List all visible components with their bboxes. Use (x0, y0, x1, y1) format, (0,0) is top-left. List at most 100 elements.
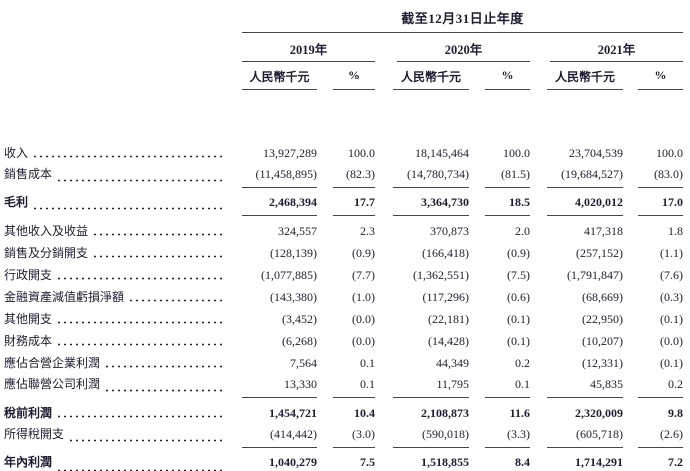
cell-amount-2019: (6,268) (282, 334, 317, 348)
row-label: 毛利 (4, 195, 29, 209)
pct-header-2019: % (333, 65, 375, 90)
cell-pct-2019: (0.0) (352, 312, 375, 326)
cell-amount-2020: 370,873 (430, 224, 469, 238)
cell-amount-2021: (10,207) (582, 334, 623, 348)
dotted-leader (56, 452, 226, 471)
cell-amount-2020: 18,145,464 (415, 146, 469, 160)
cell-amount-2021: (257,152) (576, 246, 623, 260)
cell-amount-2021: (12,331) (582, 356, 623, 370)
cell-pct-2020: 2.0 (515, 224, 530, 238)
table-row: 毛利 2,468,394 17.7 3,364,730 18.5 4,020,0… (0, 192, 690, 216)
cell-amount-2021: 45,835 (547, 374, 623, 398)
cell-pct-2019: 100.0 (348, 146, 375, 160)
year-header-2021: 2021年 (550, 36, 683, 62)
year-header-row: 2019年 2020年 2021年 (242, 36, 683, 62)
cell-pct-2021: (83.0) (638, 164, 683, 188)
row-label: 財務成本 (4, 334, 53, 348)
dotted-leader (92, 220, 226, 242)
cell-pct-2019: 0.1 (333, 374, 375, 398)
table-row: 所得稅開支 (414,442) (3.0) (590,018) (3.3) (6… (0, 424, 690, 448)
unit-header-2019: 人民幣千元 (242, 65, 317, 90)
cell-pct-2020: (7.5) (507, 268, 530, 282)
cell-pct-2020: 100.0 (503, 146, 530, 160)
row-label-wrap: 應佔聯營公司利潤 (0, 374, 232, 398)
cell-pct-2021: 100.0 (656, 146, 683, 160)
cell-amount-2020: (14,428) (428, 334, 469, 348)
cell-pct-2021: 1.8 (668, 224, 683, 238)
cell-pct-2019: (82.3) (333, 164, 375, 188)
row-label-wrap: 其他開支 (0, 308, 232, 330)
row-label-wrap: 毛利 (0, 192, 232, 216)
cell-pct-2020: (3.3) (485, 424, 530, 448)
cell-amount-2021: (68,669) (582, 290, 623, 304)
cell-amount-2020: 3,364,730 (393, 192, 469, 216)
cell-pct-2021: (7.6) (660, 268, 683, 282)
cell-amount-2021: 1,714,291 (547, 452, 623, 471)
row-label: 行政開支 (4, 268, 53, 282)
row-label-wrap: 年內利潤 (0, 452, 232, 471)
table-row: 應佔聯營公司利潤 13,330 0.1 11,795 0.1 45,835 0.… (0, 374, 690, 398)
cell-amount-2020: (166,418) (422, 246, 469, 260)
period-header-title: 截至12月31日止年度 (401, 11, 524, 26)
cell-amount-2020: (117,296) (422, 290, 469, 304)
dotted-leader (104, 352, 226, 374)
table-row: 稅前利潤 1,454,721 10.4 2,108,873 11.6 2,320… (0, 402, 690, 424)
unit-header-2021: 人民幣千元 (547, 65, 623, 90)
dotted-leader (56, 164, 226, 188)
unit-header-2020: 人民幣千元 (393, 65, 469, 90)
cell-amount-2020: 2,108,873 (421, 406, 469, 420)
pct-header-2020: % (485, 65, 530, 90)
row-label-wrap: 其他收入及收益 (0, 220, 232, 242)
cell-amount-2021: (19,684,527) (547, 164, 623, 188)
dotted-leader (56, 264, 226, 286)
cell-amount-2019: (128,139) (270, 246, 317, 260)
table-row: 應佔合營企業利潤 7,564 0.1 44,349 0.2 (12,331) (… (0, 352, 690, 374)
cell-amount-2019: 324,557 (278, 224, 317, 238)
row-label-wrap: 銷售成本 (0, 164, 232, 188)
cell-pct-2019: 7.5 (333, 452, 375, 471)
pct-header-2021: % (638, 65, 683, 90)
cell-pct-2021: (2.6) (638, 424, 683, 448)
cell-pct-2020: (0.1) (507, 334, 530, 348)
dotted-leader (56, 330, 226, 352)
table-row: 財務成本 (6,268) (0.0) (14,428) (0.1) (10,20… (0, 330, 690, 352)
year-header-2020: 2020年 (397, 36, 530, 62)
cell-amount-2021: 4,020,012 (547, 192, 623, 216)
cell-amount-2019: 13,330 (242, 374, 317, 398)
table-row: 收入 13,927,289 100.0 18,145,464 100.0 23,… (0, 142, 690, 164)
cell-amount-2021: 2,320,009 (575, 406, 623, 420)
cell-pct-2021: 0.2 (638, 374, 683, 398)
cell-amount-2019: 1,454,721 (269, 406, 317, 420)
cell-amount-2020: 44,349 (436, 356, 469, 370)
cell-amount-2019: (143,380) (270, 290, 317, 304)
dotted-leader (32, 142, 226, 164)
row-label: 稅前利潤 (4, 406, 53, 420)
cell-pct-2021: 9.8 (668, 406, 683, 420)
row-label: 銷售成本 (4, 167, 53, 181)
cell-amount-2019: (1,077,885) (261, 268, 317, 282)
dotted-leader (128, 286, 226, 308)
row-label-wrap: 應佔合營企業利潤 (0, 352, 232, 374)
table-row: 銷售及分銷開支 (128,139) (0.9) (166,418) (0.9) … (0, 242, 690, 264)
row-label: 其他開支 (4, 312, 53, 326)
row-label-wrap: 金融資產減值虧損淨額 (0, 286, 232, 308)
cell-pct-2020: 0.1 (485, 374, 530, 398)
table-body: 收入 13,927,289 100.0 18,145,464 100.0 23,… (0, 142, 690, 471)
cell-pct-2021: (0.0) (660, 334, 683, 348)
row-label: 應佔合營企業利潤 (4, 356, 101, 370)
cell-pct-2019: (3.0) (333, 424, 375, 448)
dotted-leader (104, 374, 226, 398)
cell-pct-2021: 17.0 (638, 192, 683, 216)
row-label: 年內利潤 (4, 455, 53, 469)
cell-pct-2020: (0.6) (507, 290, 530, 304)
cell-amount-2020: 1,518,855 (393, 452, 469, 471)
cell-amount-2019: (414,442) (242, 424, 317, 448)
cell-pct-2019: (1.0) (352, 290, 375, 304)
cell-amount-2019: (3,452) (282, 312, 317, 326)
row-label: 銷售及分銷開支 (4, 246, 89, 260)
cell-pct-2020: (0.9) (507, 246, 530, 260)
row-label: 所得稅開支 (4, 427, 65, 441)
row-label-wrap: 行政開支 (0, 264, 232, 286)
dotted-leader (68, 424, 226, 448)
